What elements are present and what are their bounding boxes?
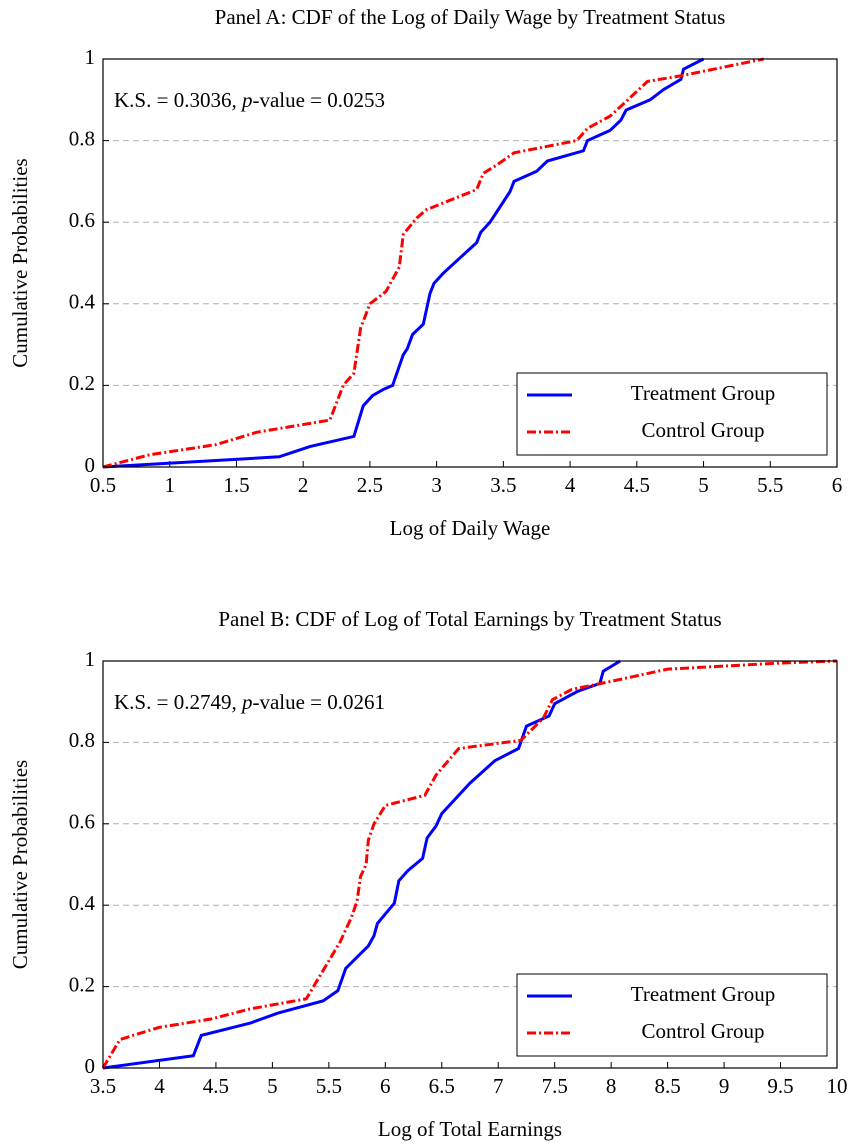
x-tick-label: 1 (164, 473, 175, 497)
x-tick-label: 4 (154, 1074, 165, 1098)
x-tick-label: 0.5 (90, 473, 116, 497)
legend-label: Control Group (641, 418, 764, 442)
x-tick-label: 8 (606, 1074, 617, 1098)
x-tick-label: 9.5 (767, 1074, 793, 1098)
annotation: K.S. = 0.2749, p-value = 0.0261 (114, 690, 385, 714)
annotation-part: p (240, 88, 253, 112)
series-line (102, 57, 705, 469)
x-tick-label: 5 (267, 1074, 278, 1098)
annotation-part: K.S. = 0.2749, (114, 690, 242, 714)
x-tick-label: 7 (493, 1074, 504, 1098)
legend-label: Control Group (641, 1019, 764, 1043)
x-tick-label: 4 (565, 473, 576, 497)
series-line (102, 659, 621, 1070)
y-tick-label: 0.8 (69, 728, 95, 752)
chart-title: Panel B: CDF of Log of Total Earnings by… (218, 607, 721, 631)
y-axis-label: Cumulative Probabilities (8, 158, 32, 367)
y-tick-label: 0.8 (69, 126, 95, 150)
y-tick-label: 0.6 (69, 810, 95, 834)
annotation-part: K.S. = 0.3036, (114, 88, 242, 112)
annotation-part: -value = 0.0261 (252, 690, 385, 714)
x-axis-label: Log of Total Earnings (378, 1117, 562, 1141)
x-tick-label: 3.5 (490, 473, 516, 497)
legend-box (516, 372, 828, 456)
series-line (102, 57, 764, 469)
y-tick-label: 0.6 (69, 208, 95, 232)
x-tick-label: 6 (380, 1074, 391, 1098)
plot-frame (102, 58, 838, 468)
x-tick-label: 6.5 (429, 1074, 455, 1098)
y-tick-label: 0 (85, 1054, 96, 1078)
legend-box (516, 973, 828, 1057)
x-tick-label: 5.5 (757, 473, 783, 497)
y-tick-label: 0 (85, 453, 96, 477)
y-tick-label: 0.2 (69, 972, 95, 996)
legend-label: Treatment Group (631, 982, 775, 1006)
x-tick-label: 7.5 (542, 1074, 568, 1098)
plot-frame (102, 660, 838, 1069)
x-tick-label: 3.5 (90, 1074, 116, 1098)
y-tick-label: 0.4 (69, 290, 96, 314)
annotation-part: p (240, 690, 253, 714)
x-tick-label: 3 (431, 473, 442, 497)
x-tick-label: 2 (298, 473, 309, 497)
x-tick-label: 6 (832, 473, 843, 497)
y-tick-label: 0.2 (69, 371, 95, 395)
y-tick-label: 1 (85, 647, 96, 671)
y-tick-label: 0.4 (69, 891, 96, 915)
y-axis-label: Cumulative Probabilities (8, 760, 32, 969)
x-tick-label: 8.5 (654, 1074, 680, 1098)
chart-title: Panel A: CDF of the Log of Daily Wage by… (215, 5, 726, 29)
legend-label: Treatment Group (631, 381, 775, 405)
x-tick-label: 9 (719, 1074, 730, 1098)
x-tick-label: 5 (698, 473, 709, 497)
x-tick-label: 5.5 (316, 1074, 342, 1098)
x-tick-label: 1.5 (223, 473, 249, 497)
x-tick-label: 10 (827, 1074, 848, 1098)
y-tick-label: 1 (85, 45, 96, 69)
x-tick-label: 4.5 (624, 473, 650, 497)
x-tick-label: 4.5 (203, 1074, 229, 1098)
x-axis-label: Log of Daily Wage (390, 516, 551, 540)
annotation-part: -value = 0.0253 (252, 88, 385, 112)
series-line (101, 659, 838, 1069)
annotation: K.S. = 0.3036, p-value = 0.0253 (114, 88, 385, 112)
x-tick-label: 2.5 (357, 473, 383, 497)
